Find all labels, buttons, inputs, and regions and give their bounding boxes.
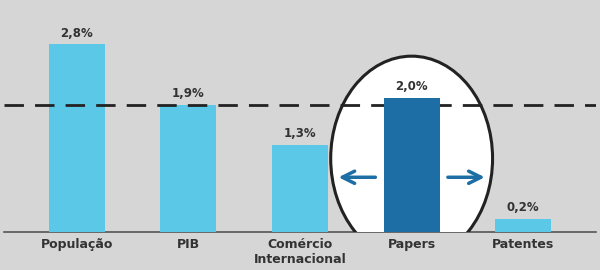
- Text: 0,2%: 0,2%: [507, 201, 539, 214]
- Bar: [496, 219, 551, 232]
- Bar: [384, 98, 440, 232]
- Text: 1,9%: 1,9%: [172, 87, 205, 100]
- Bar: [160, 105, 216, 232]
- Ellipse shape: [331, 56, 493, 261]
- Text: 2,8%: 2,8%: [61, 27, 93, 40]
- Bar: [49, 45, 104, 232]
- Text: 2,0%: 2,0%: [395, 80, 428, 93]
- Text: 1,3%: 1,3%: [284, 127, 316, 140]
- Bar: [272, 145, 328, 232]
